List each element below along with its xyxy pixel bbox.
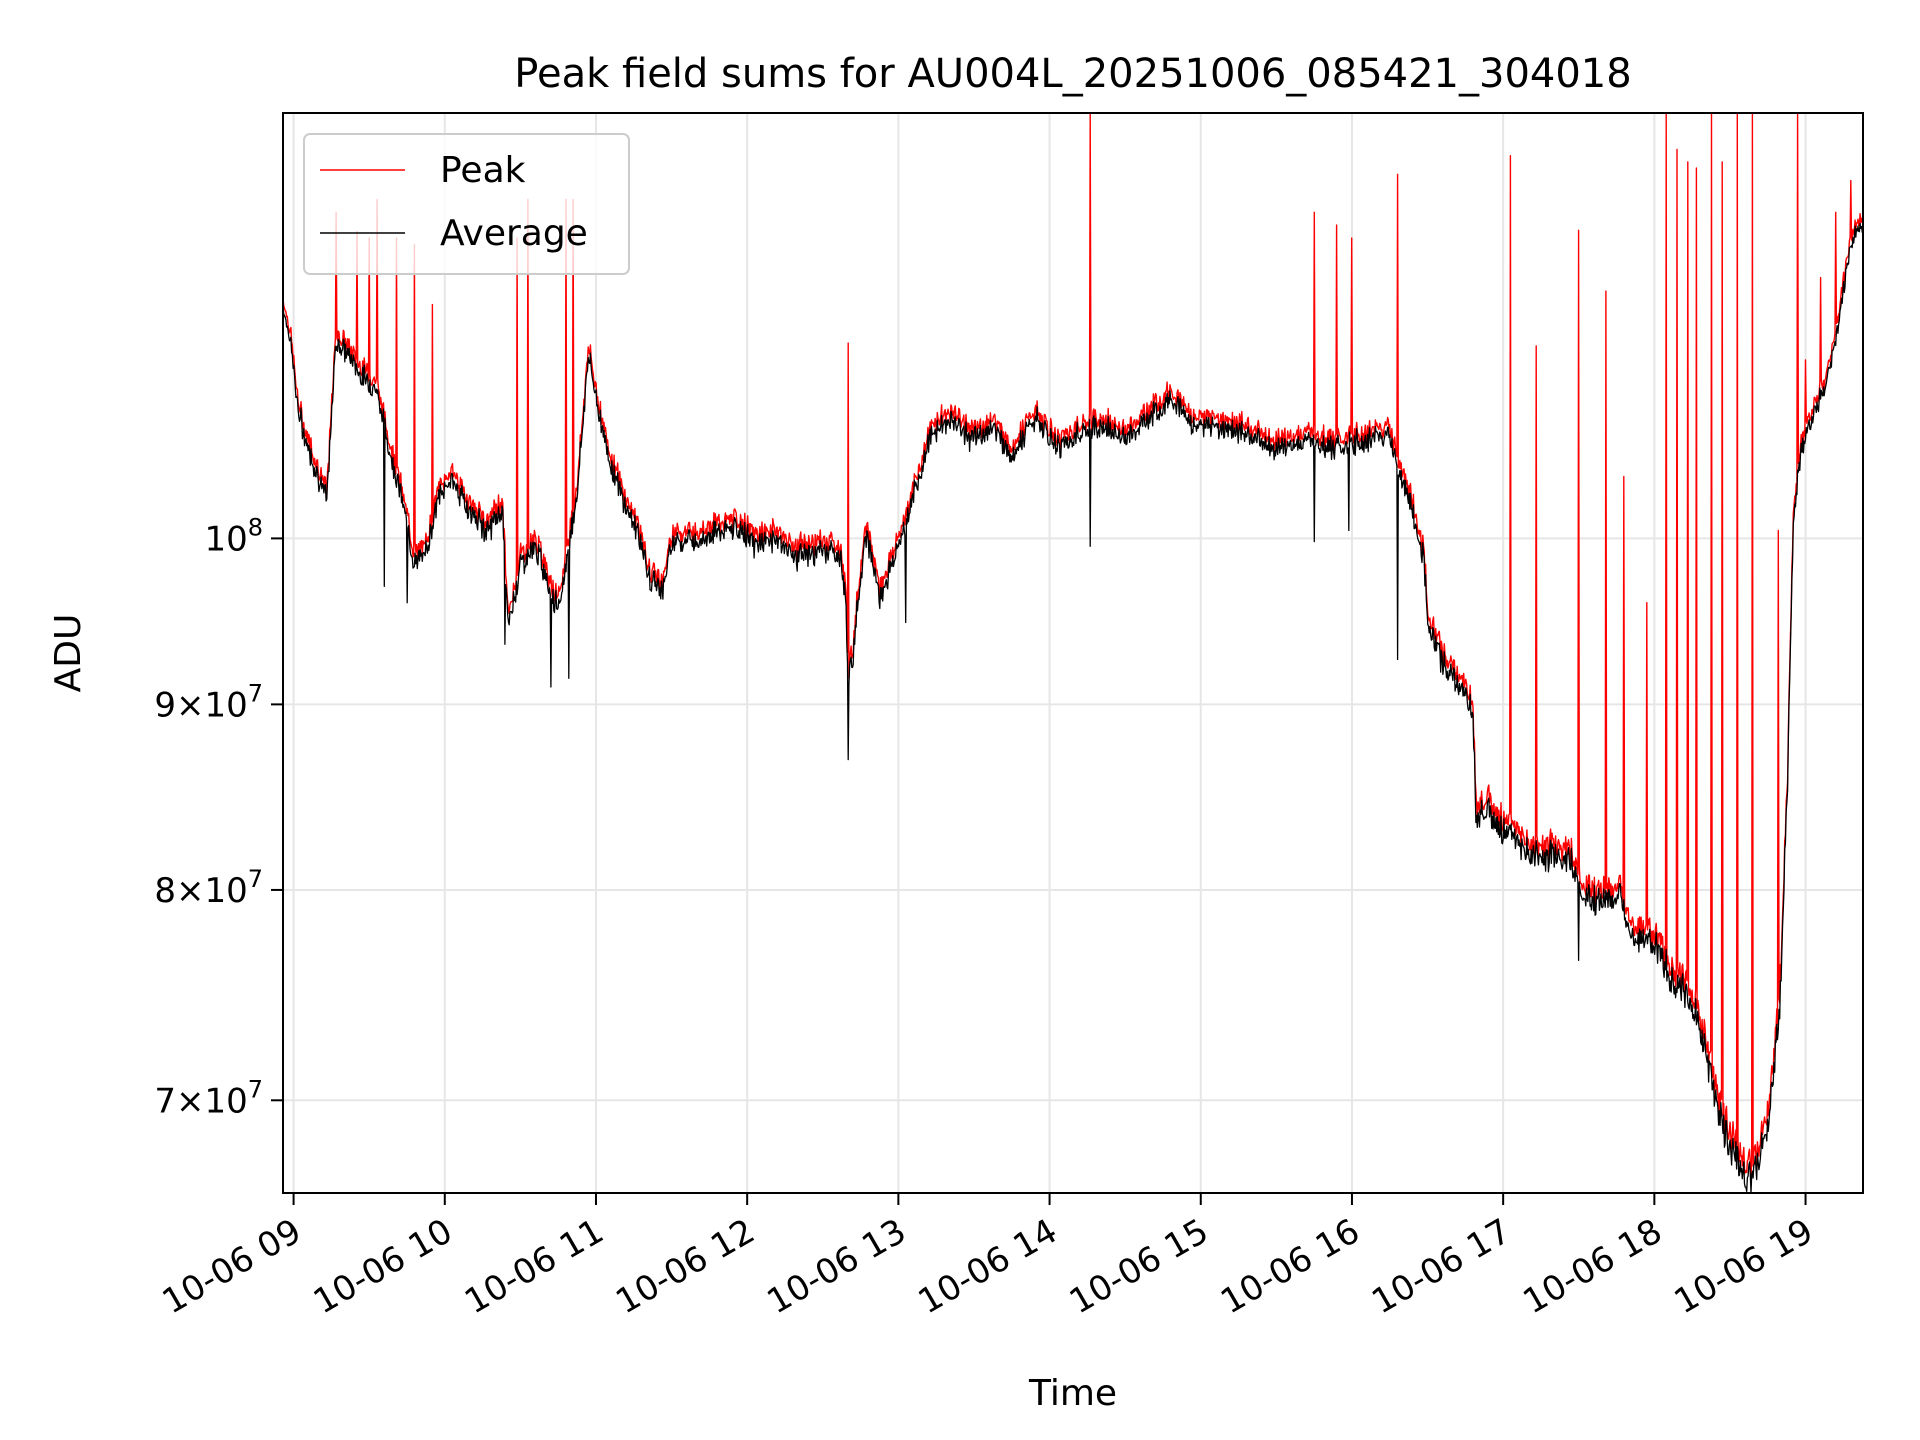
legend-label-peak: Peak xyxy=(440,150,526,191)
x-axis-label: Time xyxy=(1028,1373,1117,1414)
y-tick-label: 108 xyxy=(204,513,263,559)
chart-title: Peak field sums for AU004L_20251006_0854… xyxy=(514,51,1631,97)
y-tick-label: 9×107 xyxy=(154,679,263,725)
plot-frame xyxy=(282,112,1864,1194)
legend-box xyxy=(303,133,630,275)
series-layer xyxy=(282,112,1864,1194)
legend: Peak Average xyxy=(303,133,630,275)
series-line-average xyxy=(282,218,1864,1194)
y-tick-label: 8×107 xyxy=(154,865,263,911)
legend-label-average: Average xyxy=(440,213,588,254)
y-axis-label: ADU xyxy=(48,614,89,693)
series-line-peak xyxy=(282,112,1864,1184)
y-tick-label: 7×107 xyxy=(154,1075,263,1121)
